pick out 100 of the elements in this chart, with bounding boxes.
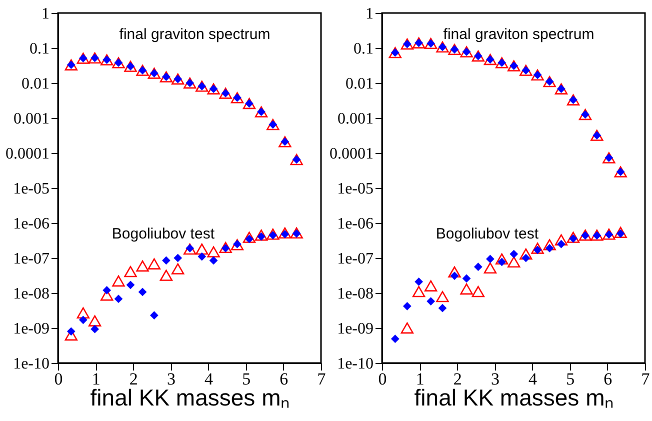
x-tick-label: 0 <box>378 370 387 388</box>
annotation: Bogoliubov test <box>436 226 540 242</box>
point <box>578 230 592 241</box>
y-tick-label: 1e-05 <box>337 180 374 198</box>
point <box>136 260 149 272</box>
y-tick-label: 1e-06 <box>13 216 50 232</box>
point <box>448 266 461 278</box>
point <box>474 262 482 271</box>
point <box>424 280 438 292</box>
point <box>160 270 173 281</box>
y-tick-label: 1e-09 <box>337 320 374 338</box>
point <box>438 304 447 312</box>
y-tick-label: 1e-06 <box>337 216 374 232</box>
point <box>414 278 424 286</box>
point <box>486 254 494 264</box>
point <box>614 226 627 238</box>
point <box>172 263 184 274</box>
point <box>124 266 137 278</box>
annotation: final graviton spectrum <box>119 26 270 43</box>
y-tick-label: 0.001 <box>338 110 374 128</box>
point <box>126 280 135 290</box>
point <box>66 327 76 336</box>
point <box>78 316 88 324</box>
point <box>242 98 256 110</box>
point <box>412 37 426 48</box>
y-tick-label: 1e-07 <box>13 250 50 268</box>
point <box>242 232 256 243</box>
point <box>114 294 123 304</box>
point <box>162 256 170 265</box>
y-tick-label: 0.001 <box>14 110 50 128</box>
point <box>254 230 268 241</box>
point <box>566 94 580 106</box>
y-tick-label: 1 <box>42 6 50 22</box>
point <box>102 286 112 294</box>
annotation: final graviton spectrum <box>443 26 594 43</box>
y-tick-label: 1e-10 <box>13 356 50 372</box>
point <box>160 71 173 82</box>
point <box>150 311 158 320</box>
point <box>254 106 268 118</box>
point <box>148 68 161 79</box>
point <box>402 302 412 310</box>
point <box>400 38 414 50</box>
point <box>484 262 497 274</box>
point <box>100 54 114 66</box>
point <box>554 83 568 94</box>
y-tick-label: 0.0001 <box>330 146 374 162</box>
point <box>230 239 244 250</box>
x-tick-label: 7 <box>317 370 326 388</box>
y-tick-label: 0.01 <box>346 76 374 92</box>
point <box>88 315 102 326</box>
point <box>174 254 182 262</box>
point <box>219 242 232 254</box>
point <box>460 283 473 295</box>
point <box>520 248 532 260</box>
point <box>436 290 449 302</box>
point <box>472 286 485 298</box>
point <box>496 253 508 265</box>
y-tick-label: 1e-09 <box>13 320 50 338</box>
y-tick-label: 1e-10 <box>337 356 374 372</box>
point <box>510 250 518 258</box>
y-tick-label: 0.1 <box>30 40 50 58</box>
point <box>138 288 147 296</box>
point <box>578 108 592 120</box>
point <box>531 242 544 254</box>
point <box>462 274 471 283</box>
point <box>76 307 90 318</box>
point <box>484 54 497 66</box>
point <box>400 322 414 334</box>
point <box>508 256 520 268</box>
point <box>88 52 102 64</box>
y-tick-label: 0.01 <box>22 76 50 92</box>
point <box>472 50 485 62</box>
annotation: Bogoliubov test <box>112 226 216 242</box>
x-tick-label: 0 <box>54 370 63 388</box>
y-tick-label: 1e-07 <box>337 250 374 268</box>
point <box>554 234 568 246</box>
point <box>424 38 438 50</box>
point <box>196 243 208 255</box>
point <box>230 92 244 104</box>
point <box>76 52 90 64</box>
y-tick-label: 0.1 <box>354 40 374 58</box>
point <box>198 252 206 261</box>
y-tick-label: 1e-08 <box>13 286 50 302</box>
x-tick-label: 7 <box>641 370 650 388</box>
point <box>90 324 100 334</box>
point <box>184 243 196 255</box>
point <box>412 286 426 298</box>
point <box>112 275 125 287</box>
y-tick-label: 1e-08 <box>337 286 374 302</box>
point <box>209 256 218 265</box>
point <box>566 232 580 243</box>
y-tick-label: 0.0001 <box>6 146 50 162</box>
point <box>390 334 400 344</box>
point <box>426 297 436 306</box>
point <box>207 246 220 258</box>
y-tick-label: 1 <box>366 6 374 22</box>
point <box>278 227 292 239</box>
y-tick-label: 1e-05 <box>13 180 50 198</box>
point <box>148 258 161 270</box>
point <box>543 239 556 250</box>
